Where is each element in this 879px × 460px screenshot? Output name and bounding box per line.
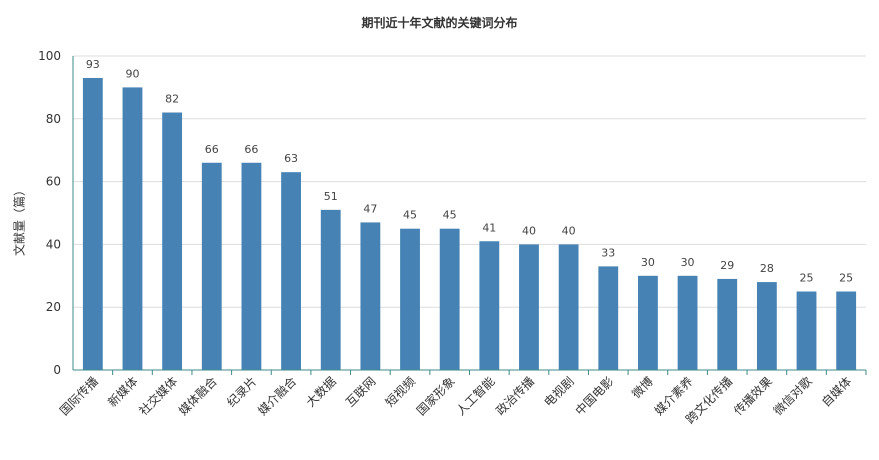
x-category-label: 国家形象 xyxy=(413,374,458,419)
bar xyxy=(162,112,183,371)
x-category-label: 短视频 xyxy=(382,374,418,410)
bar-value-label: 41 xyxy=(482,221,496,234)
y-tick-label: 60 xyxy=(46,175,61,189)
bar-value-label: 29 xyxy=(720,259,734,272)
bar xyxy=(558,244,579,370)
bar-value-label: 93 xyxy=(86,58,100,71)
y-tick-label: 20 xyxy=(46,300,61,314)
bar xyxy=(479,241,500,370)
x-category-label: 大数据 xyxy=(303,374,339,410)
bar xyxy=(638,275,658,370)
x-category-label: 社交媒体 xyxy=(136,374,181,419)
chart-title: 期刊近十年文献的关键词分布 xyxy=(361,16,518,30)
bar xyxy=(360,222,381,370)
bar xyxy=(598,266,619,370)
axes xyxy=(72,56,867,375)
grid-lines xyxy=(73,55,866,308)
bar-value-label: 25 xyxy=(800,272,814,285)
x-category-label: 国际传播 xyxy=(56,374,101,419)
bar-value-label: 40 xyxy=(562,224,576,237)
bar-value-label: 33 xyxy=(601,246,615,259)
bar-value-label: 51 xyxy=(324,190,338,203)
bar xyxy=(519,244,539,370)
bar-value-label: 47 xyxy=(363,202,377,215)
y-tick-label: 100 xyxy=(38,49,61,63)
bar xyxy=(756,282,777,370)
bar xyxy=(400,228,420,370)
bar xyxy=(122,87,143,371)
bar xyxy=(82,77,103,370)
bar-value-label: 40 xyxy=(522,224,536,237)
bar-value-label: 30 xyxy=(641,256,655,269)
x-category-label: 中国电影 xyxy=(572,374,617,419)
bar xyxy=(836,291,857,370)
y-tick-label: 80 xyxy=(46,112,61,126)
x-category-label: 传播效果 xyxy=(730,374,775,419)
bar xyxy=(281,172,301,370)
bar xyxy=(677,275,698,370)
bar xyxy=(796,291,817,370)
bar xyxy=(320,209,341,370)
x-category-label: 微博 xyxy=(628,374,656,402)
y-tick-label: 40 xyxy=(46,237,61,251)
x-category-label: 微信对歌 xyxy=(770,374,815,419)
bar xyxy=(201,162,222,370)
x-category-label: 媒体融合 xyxy=(175,374,220,419)
bar-value-label: 63 xyxy=(284,152,298,165)
x-category-label: 人工智能 xyxy=(453,374,498,419)
bar-value-label: 82 xyxy=(165,93,179,106)
bar xyxy=(241,162,262,370)
bar xyxy=(717,278,738,370)
bar-value-label: 30 xyxy=(681,256,695,269)
bar-value-label: 66 xyxy=(205,143,219,156)
x-category-label: 政治传播 xyxy=(493,374,538,419)
x-category-label: 自媒体 xyxy=(819,374,854,409)
x-category-label: 互联网 xyxy=(343,374,378,409)
bar xyxy=(439,228,460,370)
x-category-label: 媒介融合 xyxy=(255,374,300,419)
bar-value-label: 28 xyxy=(760,262,774,275)
x-category-label: 纪录片 xyxy=(224,374,259,409)
x-category-label: 新媒体 xyxy=(105,374,141,410)
bar-value-label: 45 xyxy=(443,209,457,222)
x-category-label: 电视剧 xyxy=(541,374,577,410)
bar-value-label: 25 xyxy=(839,272,853,285)
bar-value-label: 45 xyxy=(403,209,417,222)
bar-value-label: 90 xyxy=(125,67,139,80)
bars xyxy=(82,77,857,371)
y-tick-label: 0 xyxy=(53,363,61,377)
bar-value-label: 66 xyxy=(244,143,258,156)
